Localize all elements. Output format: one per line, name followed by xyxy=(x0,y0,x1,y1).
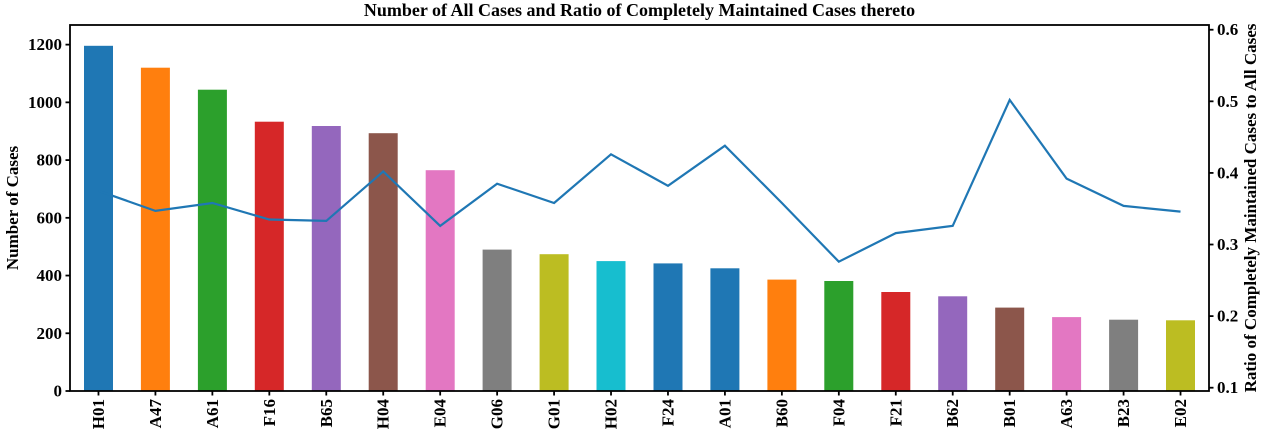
bar-F16 xyxy=(254,121,284,391)
x-tick-label-B01: B01 xyxy=(1000,399,1019,427)
x-tick-label-A63: A63 xyxy=(1057,399,1076,428)
x-tick-label-E04: E04 xyxy=(431,399,450,428)
bar-A61 xyxy=(197,89,227,391)
x-tick-label-F04: F04 xyxy=(829,399,848,427)
right-tick-label: 0.5 xyxy=(1217,92,1238,111)
left-tick-label: 800 xyxy=(37,151,63,170)
x-tick-label-F16: F16 xyxy=(260,399,279,426)
x-tick-label-A61: A61 xyxy=(203,399,222,428)
bar-A63 xyxy=(1052,317,1082,391)
bar-H04 xyxy=(368,133,398,391)
bar-E02 xyxy=(1166,320,1195,391)
bar-G06 xyxy=(482,249,512,391)
right-tick-label: 0.2 xyxy=(1217,307,1238,326)
right-tick-label: 0.3 xyxy=(1217,235,1238,254)
bar-B23 xyxy=(1109,319,1139,391)
bar-E04 xyxy=(425,170,455,391)
chart-title: Number of All Cases and Ratio of Complet… xyxy=(363,0,916,20)
right-tick-label: 0.6 xyxy=(1217,20,1238,39)
bar-A47 xyxy=(140,67,170,391)
x-tick-label-B65: B65 xyxy=(317,399,336,427)
bar-B62 xyxy=(938,296,968,391)
x-tick-label-B62: B62 xyxy=(943,399,962,427)
left-tick-label: 600 xyxy=(37,208,63,227)
plot-border xyxy=(69,24,1210,392)
bar-A01 xyxy=(710,268,740,391)
x-tick-label-H02: H02 xyxy=(602,399,621,429)
x-tick-label-A47: A47 xyxy=(146,399,165,429)
bar-F04 xyxy=(824,281,854,391)
left-tick-label: 1200 xyxy=(28,35,62,54)
x-tick-label-B23: B23 xyxy=(1114,399,1133,427)
bar-B01 xyxy=(995,307,1025,391)
left-tick-label: 1000 xyxy=(28,93,62,112)
bar-F21 xyxy=(881,292,911,391)
ratio-line xyxy=(98,97,1181,264)
x-tick-label-G06: G06 xyxy=(488,399,507,429)
left-tick-label: 200 xyxy=(37,324,63,343)
x-tick-label-F21: F21 xyxy=(886,399,905,426)
right-tick-label: 0.1 xyxy=(1217,378,1238,397)
bar-B65 xyxy=(311,126,341,391)
x-tick-label-F24: F24 xyxy=(658,399,677,427)
x-tick-label-B60: B60 xyxy=(772,399,791,427)
x-tick-label-E02: E02 xyxy=(1171,399,1190,427)
x-tick-label-H04: H04 xyxy=(374,399,393,430)
right-tick-label: 0.4 xyxy=(1217,163,1239,182)
bar-F24 xyxy=(653,263,683,391)
left-tick-label: 400 xyxy=(37,266,63,285)
x-tick-label-G01: G01 xyxy=(545,399,564,429)
bar-G01 xyxy=(539,254,569,391)
x-tick-label-A01: A01 xyxy=(715,399,734,428)
bar-H02 xyxy=(596,261,626,391)
bar-H01 xyxy=(84,45,113,392)
bar-B60 xyxy=(767,279,797,391)
left-tick-label: 0 xyxy=(54,382,63,401)
x-tick-label-H01: H01 xyxy=(89,399,108,429)
